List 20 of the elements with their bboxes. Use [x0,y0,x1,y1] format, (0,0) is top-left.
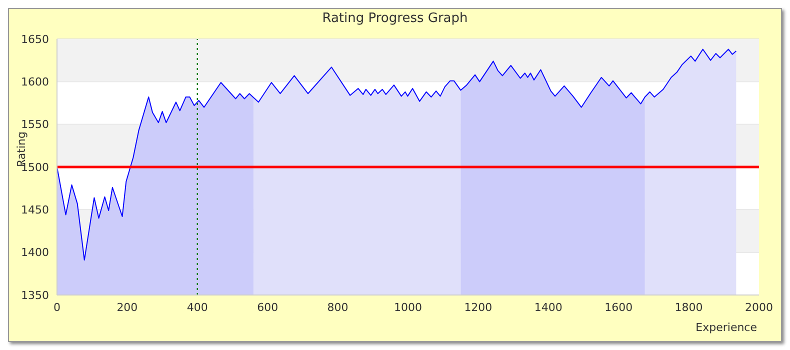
x-tick-label: 1400 [534,300,562,314]
y-tick-label: 1650 [21,32,49,46]
y-tick-label: 1450 [21,204,49,217]
y-tick-label: 1350 [21,288,49,302]
y-tick-label: 1550 [21,118,49,132]
x-tick-label: 600 [257,300,278,314]
x-tick-label: 2000 [745,300,773,314]
y-tick-label: 1400 [21,246,49,260]
x-tick-label: 1800 [674,300,703,314]
x-tick-label: 1600 [604,300,633,314]
x-axis-title: Experience [696,321,758,334]
x-tick-label: 1000 [394,300,422,314]
y-tick-label: 1600 [21,76,49,89]
x-tick-label: 200 [116,300,138,314]
chart-title: Rating Progress Graph [321,10,469,28]
x-tick-label: 0 [54,300,60,314]
x-tick-label: 1200 [464,300,492,314]
x-tick-label: 800 [327,300,348,314]
line-series [57,48,737,261]
x-tick-label: 400 [186,300,208,314]
